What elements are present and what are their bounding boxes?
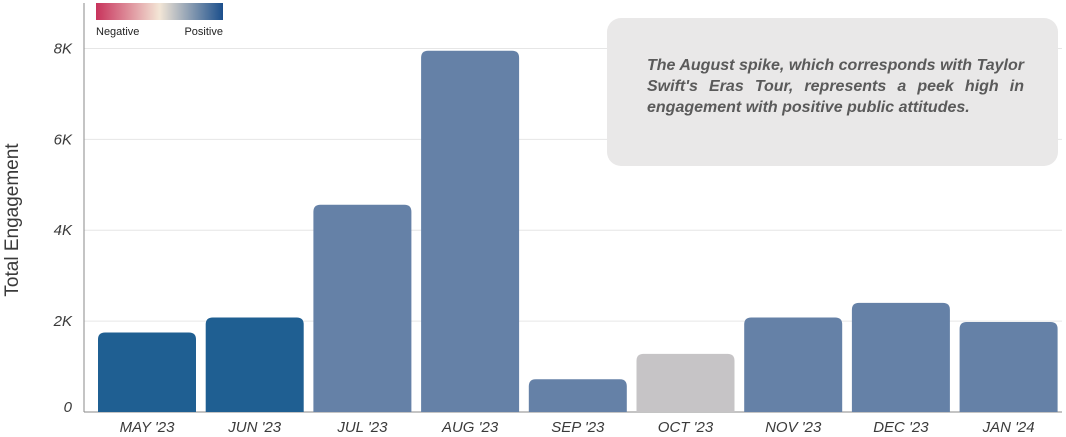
bar-dec-23 (851, 302, 950, 412)
bar-nov-23 (744, 317, 843, 412)
x-tick-labels: MAY '23 JUN '23 JUL '23 AUG '23 SEP '23 OCT '… (120, 419, 1035, 436)
y-tick-label: 8K (54, 40, 73, 57)
y-tick-labels: 0 2K 4K 6K 8K (53, 40, 73, 416)
x-tick-label: SEP '23 (551, 419, 605, 436)
x-tick-label: JUN '23 (227, 419, 282, 436)
sentiment-legend: Negative Positive (96, 3, 223, 38)
bars (98, 50, 1058, 412)
x-tick-label: OCT '23 (658, 419, 714, 436)
x-tick-label: NOV '23 (765, 419, 822, 436)
bar-jan-24 (959, 322, 1058, 412)
bar-jun-23 (205, 317, 304, 412)
bar-may-23 (98, 332, 196, 412)
y-axis-label: Total Engagement (2, 143, 23, 297)
annotation-box: The August spike, which corresponds with… (607, 18, 1058, 166)
y-tick-label: 6K (54, 131, 73, 148)
y-tick-label: 2K (53, 313, 73, 330)
x-tick-label: JAN '24 (982, 419, 1035, 436)
bar-jul-23 (313, 204, 412, 412)
y-tick-label: 0 (64, 399, 73, 416)
bar-sep-23 (528, 379, 627, 412)
x-tick-label: JUL '23 (336, 419, 388, 436)
legend-positive-label: Positive (184, 26, 223, 38)
y-tick-label: 4K (54, 222, 73, 239)
x-tick-label: DEC '23 (873, 419, 929, 436)
x-tick-label: AUG '23 (441, 419, 499, 436)
annotation-text: The August spike, which corresponds with… (647, 57, 1024, 116)
legend-negative-label: Negative (96, 26, 139, 38)
legend-color-scale (96, 3, 223, 20)
bar-oct-23 (636, 353, 735, 412)
x-tick-label: MAY '23 (120, 419, 175, 436)
bar-aug-23 (421, 50, 520, 412)
